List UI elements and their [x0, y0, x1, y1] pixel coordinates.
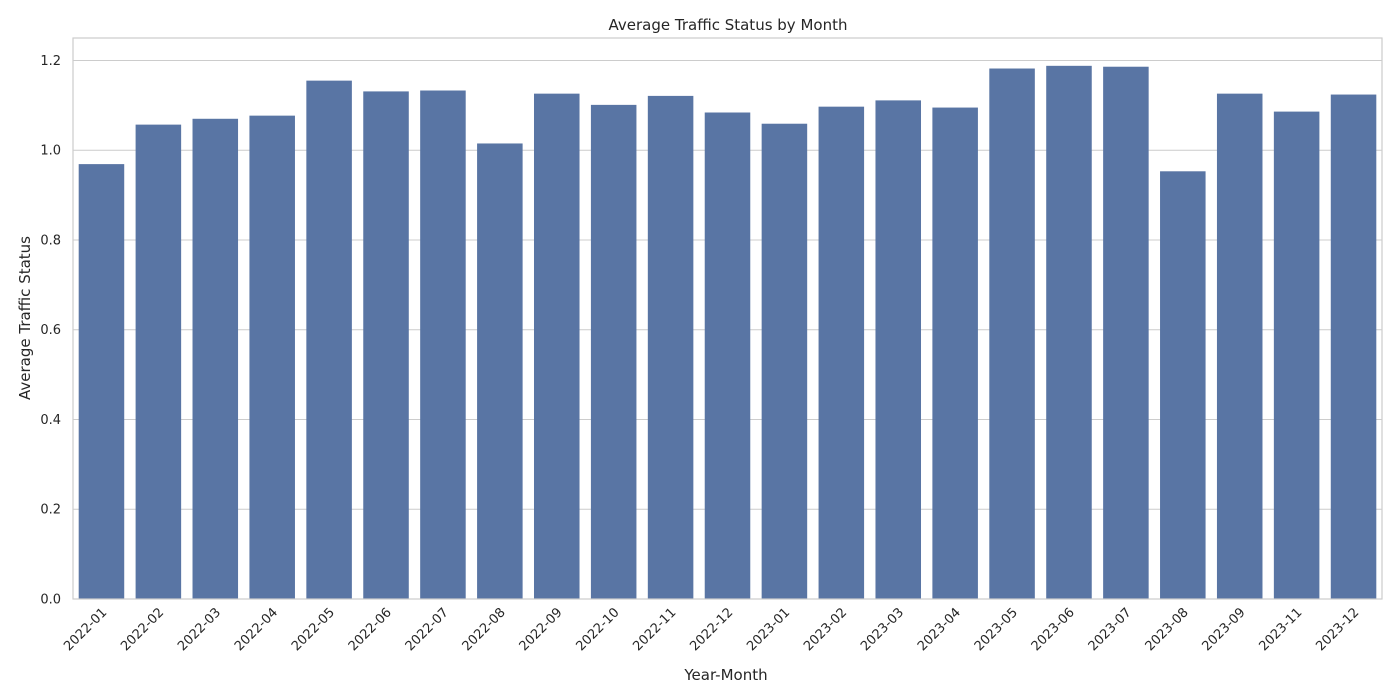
x-tick-label: 2023-12 [1313, 605, 1362, 654]
bar-2022-06 [363, 91, 409, 600]
bar-2023-12 [1330, 94, 1377, 599]
x-tick-label: 2023-01 [744, 605, 793, 654]
y-tick-labels: 0.0 0.2 0.4 0.6 0.8 1.0 1.2 [40, 54, 61, 608]
x-tick-label: 2023-09 [1200, 605, 1249, 654]
x-tick-label: 2022-01 [61, 605, 110, 654]
bar-2022-07 [420, 90, 466, 600]
bar-2023-04 [932, 107, 978, 600]
x-tick-label: 2022-05 [289, 605, 338, 654]
bar-2023-01 [761, 123, 808, 600]
y-tick-label: 1.0 [40, 144, 61, 159]
bar-2023-02 [818, 106, 865, 600]
bar-2023-03 [875, 100, 922, 599]
x-tick-label: 2023-04 [915, 605, 964, 654]
bar-2022-10 [590, 104, 637, 599]
x-tick-label: 2023-02 [801, 605, 850, 654]
x-tick-label: 2022-08 [460, 605, 509, 654]
x-tick-label: 2023-03 [858, 605, 907, 654]
x-tick-label: 2023-05 [972, 605, 1021, 654]
y-tick-label: 0.6 [40, 323, 61, 338]
bar-2023-09 [1216, 93, 1263, 600]
x-tick-label: 2022-10 [573, 605, 622, 654]
x-tick-labels: 2022-01 2022-02 2022-03 2022-04 2022-05 2022-… [61, 605, 1362, 654]
bar-2022-03 [192, 118, 239, 599]
x-axis-title: Year-Month [683, 666, 767, 684]
bar-2022-09 [533, 93, 580, 600]
bar-2022-02 [135, 124, 182, 599]
bar-2023-08 [1160, 171, 1206, 600]
chart-title: Average Traffic Status by Month [609, 16, 848, 34]
bar-2022-11 [647, 95, 694, 599]
bar-2023-06 [1046, 65, 1092, 599]
y-tick-label: 1.2 [40, 54, 61, 69]
y-axis-title: Average Traffic Status [16, 236, 34, 400]
x-tick-label: 2022-04 [232, 605, 281, 654]
y-tick-label: 0.0 [40, 593, 61, 608]
bar-2023-05 [989, 68, 1035, 599]
bar-2023-11 [1273, 111, 1320, 599]
bar-2022-08 [477, 143, 523, 599]
bar-2023-07 [1103, 66, 1149, 599]
plot-frame [72, 37, 1383, 600]
bar-2022-04 [249, 115, 295, 600]
y-tick-label: 0.2 [40, 503, 61, 518]
x-tick-label: 2023-11 [1256, 605, 1305, 654]
x-tick-label: 2023-07 [1086, 605, 1135, 654]
x-tick-label: 2023-06 [1029, 605, 1078, 654]
x-tick-label: 2022-02 [118, 605, 167, 654]
x-tick-label: 2022-12 [687, 605, 736, 654]
y-tick-label: 0.8 [40, 233, 61, 248]
bars [78, 65, 1377, 600]
bar-2022-05 [306, 80, 352, 600]
x-tick-label: 2022-07 [403, 605, 452, 654]
bar-2022-01 [78, 164, 125, 599]
bar-2022-12 [704, 112, 751, 600]
x-tick-label: 2023-08 [1143, 605, 1192, 654]
x-tick-label: 2022-11 [630, 605, 679, 654]
y-tick-label: 0.4 [40, 413, 61, 428]
x-tick-label: 2022-06 [346, 605, 395, 654]
x-tick-label: 2022-03 [175, 605, 224, 654]
x-tick-label: 2022-09 [517, 605, 566, 654]
